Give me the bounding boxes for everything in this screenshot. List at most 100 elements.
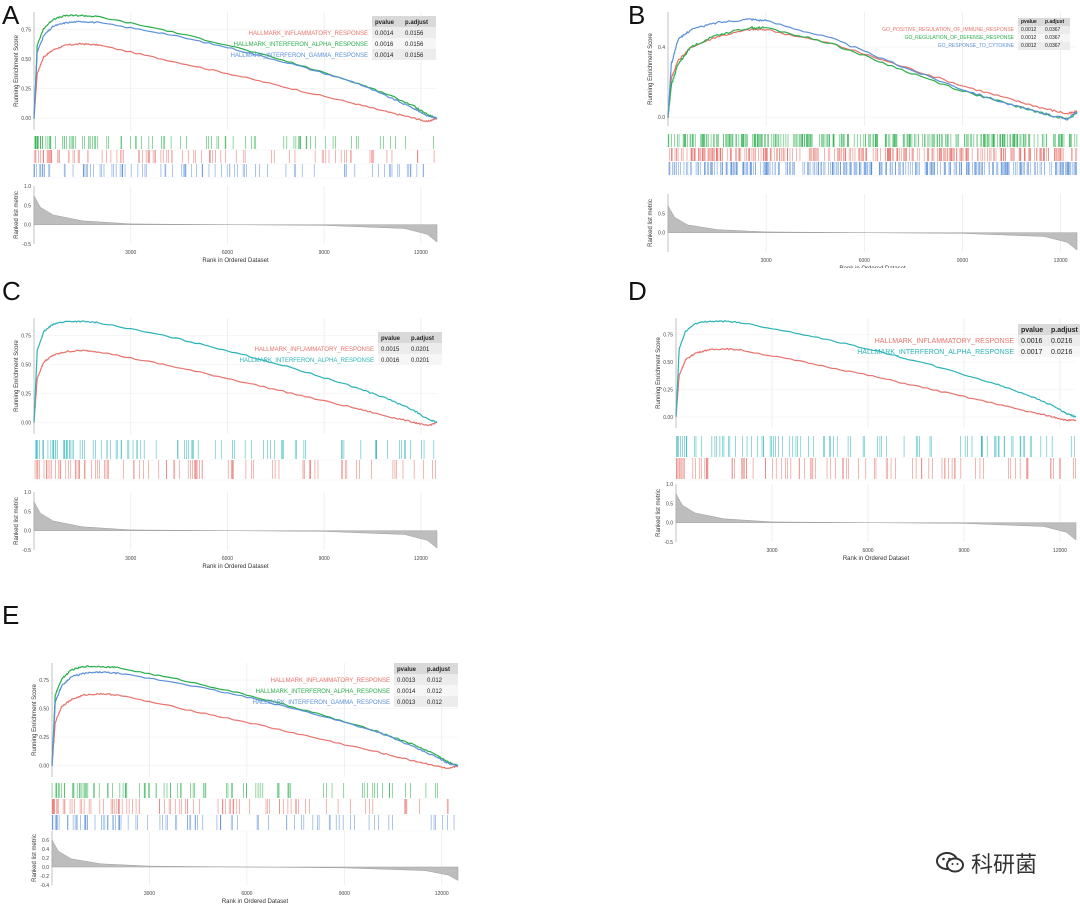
metric-tick-label: 1.0 (24, 184, 31, 190)
table-pvalue: 0.0016 (381, 358, 400, 364)
table-padjust: 0.0216 (1051, 349, 1073, 356)
es-curve-series-2 (675, 320, 1077, 418)
es-tick-label: 0.50 (21, 57, 31, 63)
table-padjust: 0.0201 (411, 358, 430, 364)
x-tick-label: 12000 (435, 891, 449, 897)
hit-strip-series-2 (676, 436, 1075, 457)
es-tick-label: 0.25 (39, 735, 49, 741)
table-row-bg (372, 27, 436, 38)
table-header-bg (1018, 18, 1070, 26)
ranked-metric-area (675, 493, 1077, 541)
hit-strip-series-1 (33, 150, 435, 163)
x-axis-label: Rank in Ordered Dataset (202, 258, 269, 264)
hit-strip-series-1 (34, 460, 436, 479)
table-padjust: 0.0156 (405, 31, 424, 37)
gsea-panel-b: 3000 6000 9000 12000 0.0 0.4 0.5 0.0 Running Enr… (648, 12, 1078, 268)
es-tick-label: 0.75 (39, 678, 49, 684)
es-tick-label: 0.75 (21, 333, 31, 339)
gsea-panel-c: 3000 6000 9000 12000 0.00 0.25 0.50 0.75 1.0 0.5 0… (14, 318, 442, 570)
hit-strip-series-1 (675, 458, 1076, 479)
x-tick-label: 3000 (761, 258, 772, 264)
x-axis-label: Rank in Ordered Dataset (222, 899, 289, 905)
hit-strip-series-3 (51, 815, 455, 830)
table-header-padjust: p.adjust (1045, 19, 1065, 25)
table-row-bg (378, 354, 442, 365)
es-tick-label: 0.0 (658, 115, 665, 121)
hit-strip-series-2 (34, 136, 434, 149)
table-row-bg (372, 38, 436, 49)
es-tick-label: 0.50 (663, 360, 673, 366)
x-tick-label: 12000 (414, 556, 428, 562)
table-header-padjust: p.adjust (405, 20, 428, 26)
metric-y-label: Ranked list metric (14, 191, 20, 239)
metric-tick-label: 1.0 (24, 490, 31, 496)
table-pvalue: 0.0017 (1021, 349, 1043, 356)
table-header-pvalue: pvalue (1021, 19, 1037, 25)
table-padjust: 0.012 (427, 700, 443, 706)
ranked-metric-area (667, 204, 1078, 251)
table-row-bg (1018, 346, 1080, 357)
panel-letter-e: E (2, 600, 20, 630)
metric-tick-label: 0.0 (666, 521, 673, 527)
x-axis-label: Rank in Ordered Dataset (843, 556, 910, 562)
table-header-pvalue: pvalue (397, 667, 417, 673)
table-pvalue: 0.0016 (1021, 338, 1043, 345)
panel-letter-b: B (628, 0, 646, 30)
x-tick-label: 3000 (766, 548, 777, 554)
es-y-label: Running Enrichment Score (14, 34, 20, 106)
table-padjust: 0.012 (427, 678, 443, 684)
watermark: 科研菌 (935, 848, 1037, 878)
metric-tick-label: 0.0 (24, 223, 31, 229)
table-header-bg (394, 663, 458, 674)
table-padjust: 0.0216 (1051, 338, 1073, 345)
es-curve-series-1 (33, 349, 438, 427)
table-header-padjust: p.adjust (1051, 327, 1079, 334)
table-header-padjust: p.adjust (427, 667, 450, 673)
table-pvalue: 0.0014 (375, 31, 394, 37)
es-tick-label: 0.00 (21, 116, 31, 122)
es-curve-series-3 (51, 670, 459, 767)
hit-strip-series-2 (51, 783, 438, 798)
panel-letter-d: D (628, 276, 647, 306)
es-tick-label: 0.00 (39, 764, 49, 770)
x-tick-label: 12000 (414, 250, 428, 256)
table-header-bg (378, 332, 442, 343)
table-padjust: 0.0156 (405, 53, 424, 59)
metric-tick-label: 0.0 (24, 529, 31, 535)
metric-y-label: Ranked list metric (656, 489, 662, 537)
table-padjust: 0.0367 (1045, 27, 1061, 33)
x-axis-label: Rank in Ordered Dataset (839, 266, 906, 268)
hit-strip-series-3 (668, 162, 1077, 175)
gsea-panel-e: 3000 6000 9000 12000 0.00 0.25 0.50 0.75 0.6 0.4 0… (32, 663, 459, 905)
es-tick-label: 0.75 (21, 28, 31, 34)
table-row-bg (394, 696, 458, 707)
es-curve-series-3 (33, 20, 438, 120)
x-tick-label: 9000 (319, 556, 330, 562)
legend-series-name: HALLMARK_INTERFERON_GAMMA_RESPONSE (231, 53, 368, 59)
metric-tick-label: 0.5 (666, 501, 673, 507)
metric-tick-label: 1.0 (666, 482, 673, 488)
panel-letter-c: C (2, 276, 21, 306)
table-pvalue: 0.0013 (397, 700, 416, 706)
hit-strip-series-1 (51, 799, 449, 814)
table-row-bg (372, 49, 436, 60)
table-header-bg (1018, 324, 1080, 335)
legend-series-name: HALLMARK_INFLAMMATORY_RESPONSE (255, 347, 374, 353)
table-header-pvalue: pvalue (375, 20, 395, 26)
es-curve-series-1 (51, 692, 459, 770)
metric-tick-label: -0.5 (22, 242, 31, 248)
panel-letter-a: A (2, 0, 20, 30)
es-tick-label: 0.25 (663, 388, 673, 394)
x-tick-label: 6000 (859, 258, 870, 264)
es-curve-series-3 (667, 18, 1078, 121)
table-pvalue: 0.0016 (375, 42, 394, 48)
table-row-bg (394, 674, 458, 685)
es-curve-series-2 (51, 665, 459, 767)
wechat-icon (936, 852, 964, 873)
table-pvalue: 0.0012 (1021, 27, 1037, 33)
metric-tick-label: -0.4 (40, 883, 49, 889)
table-padjust: 0.0367 (1045, 35, 1061, 41)
metric-tick-label: 0.5 (24, 203, 31, 209)
legend-series-name: GO_REGULATION_OF_DEFENSE_RESPONSE (905, 35, 1015, 41)
es-curve-series-1 (675, 347, 1077, 422)
